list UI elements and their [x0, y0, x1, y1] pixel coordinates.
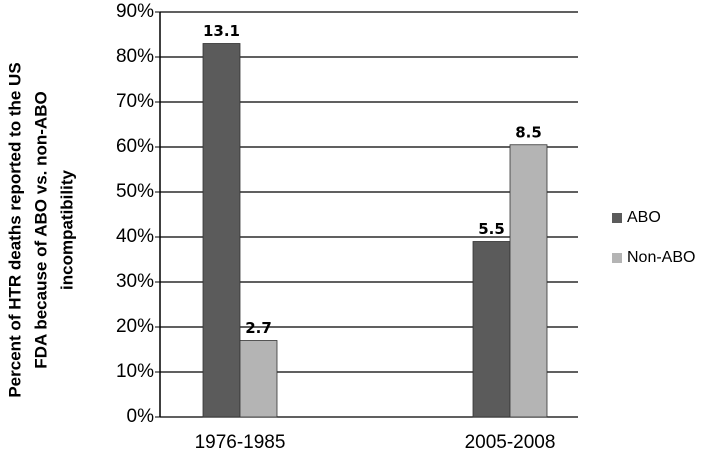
bar	[239, 340, 278, 418]
y-axis-title-line: Percent of HTR deaths reported to the US	[5, 62, 24, 397]
y-tick-label: 40%	[116, 226, 154, 247]
y-tick-label: 60%	[116, 136, 154, 157]
y-tick-label: 90%	[116, 1, 154, 22]
x-tick-label: 2005-2008	[465, 432, 556, 453]
y-axis-title-line: FDA because of ABO vs. non-ABO	[31, 91, 50, 368]
bar-label: 2.7	[245, 319, 272, 337]
y-tick-label: 70%	[116, 91, 154, 112]
y-tick-label: 20%	[116, 316, 154, 337]
bar	[202, 43, 241, 418]
legend-swatch	[612, 253, 622, 263]
y-tick-label: 10%	[116, 361, 154, 382]
bar-label: 8.5	[515, 123, 542, 141]
x-tick-label: 1976-1985	[195, 432, 286, 453]
bar	[509, 144, 548, 418]
legend-swatch	[612, 213, 622, 223]
legend-label: ABO	[627, 209, 661, 226]
legend-label: Non-ABO	[627, 249, 695, 266]
y-tick-label: 30%	[116, 271, 154, 292]
y-tick-label: 0%	[127, 406, 155, 427]
bar-label: 5.5	[478, 220, 505, 238]
y-axis-title: Percent of HTR deaths reported to the US…	[5, 62, 76, 397]
bar-label: 13.1	[203, 22, 240, 40]
bar	[472, 241, 511, 418]
y-tick-label: 50%	[116, 181, 154, 202]
y-tick-label: 80%	[116, 46, 154, 67]
y-axis-title-line: incompatibility	[57, 169, 76, 290]
